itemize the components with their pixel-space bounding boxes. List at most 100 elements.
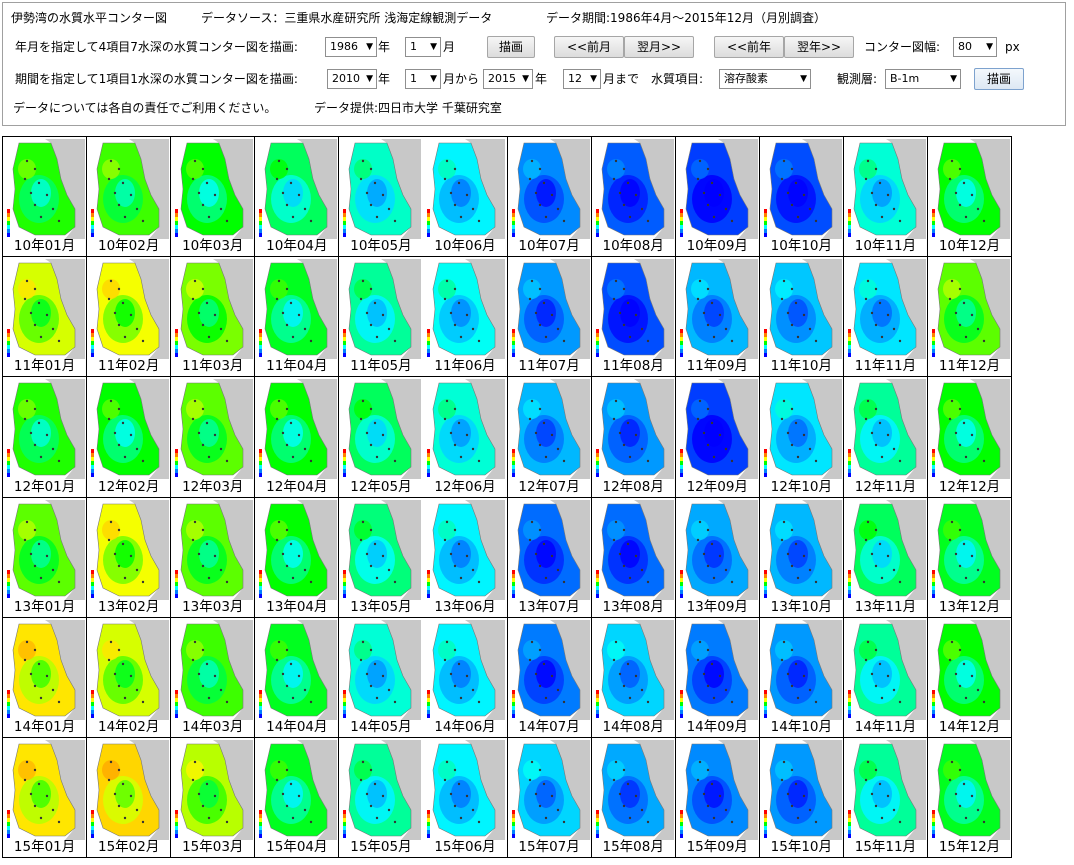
contour-width-select[interactable]: 80 ▼ xyxy=(953,37,997,57)
contour-map-cell: 13年05月 xyxy=(339,497,424,618)
map-caption: 10年09月 xyxy=(686,238,748,255)
contour-map xyxy=(679,259,758,360)
period-label: 期間を指定して1項目1水深の水質コンター図を描画: xyxy=(15,72,298,86)
water-quality-item-select[interactable]: 溶存酸素 ▼ xyxy=(719,69,811,89)
map-caption: 13年01月 xyxy=(13,598,76,615)
chevron-down-icon: ▼ xyxy=(366,42,373,52)
map-caption: 10年03月 xyxy=(182,238,244,255)
contour-map xyxy=(7,379,85,480)
map-caption: 14年02月 xyxy=(97,718,160,735)
contour-map xyxy=(259,259,338,360)
observation-layer-select[interactable]: B-1m ▼ xyxy=(885,69,961,89)
contour-map xyxy=(511,619,590,720)
period-draw-button[interactable]: 描画 xyxy=(974,68,1024,90)
map-caption: 13年12月 xyxy=(938,598,1001,615)
single-month-label: 年月を指定して4項目7水深の水質コンター図を描画: xyxy=(15,40,298,54)
year-select[interactable]: 1986 ▼ xyxy=(325,37,377,57)
contour-map-cell: 12年03月 xyxy=(171,377,256,498)
map-caption: 15年06月 xyxy=(434,839,496,856)
contour-map-cell: 10年03月 xyxy=(171,137,256,258)
map-caption: 12年05月 xyxy=(350,478,412,495)
map-caption: 10年06月 xyxy=(434,238,496,255)
contour-map xyxy=(427,499,506,600)
contour-map xyxy=(763,139,842,239)
map-caption: 10年02月 xyxy=(97,238,160,255)
map-caption: 15年01月 xyxy=(13,839,76,856)
contour-map xyxy=(175,619,254,720)
map-caption: 15年07月 xyxy=(518,839,580,856)
prev-year-button[interactable]: <<前年 xyxy=(714,36,784,58)
contour-map-cell: 12年06月 xyxy=(423,377,508,498)
contour-map-cell: 13年03月 xyxy=(171,497,256,618)
chevron-down-icon: ▼ xyxy=(986,42,993,52)
prev-month-button[interactable]: <<前月 xyxy=(554,36,624,58)
contour-map xyxy=(679,499,758,600)
map-caption: 12年08月 xyxy=(602,478,664,495)
map-caption: 15年05月 xyxy=(350,839,412,856)
contour-map xyxy=(763,259,842,360)
map-caption: 11年02月 xyxy=(97,358,160,375)
contour-map-cell: 15年12月 xyxy=(927,737,1013,859)
contour-map xyxy=(427,379,506,480)
next-year-button[interactable]: 翌年>> xyxy=(784,36,854,58)
to-year-select[interactable]: 2015 ▼ xyxy=(483,69,533,89)
contour-map-cell: 13年07月 xyxy=(507,497,592,618)
contour-map-cell: 11年09月 xyxy=(675,257,760,378)
map-caption: 12年11月 xyxy=(854,478,917,495)
contour-map-cell: 12年12月 xyxy=(927,377,1013,498)
contour-map xyxy=(91,379,170,480)
contour-map-cell: 10年09月 xyxy=(675,137,760,258)
from-month-select[interactable]: 1 ▼ xyxy=(405,69,441,89)
contour-map xyxy=(175,739,254,840)
draw-button[interactable]: 描画 xyxy=(487,36,535,58)
contour-map-cell: 11年04月 xyxy=(255,257,340,378)
contour-map xyxy=(259,379,338,480)
contour-map-cell: 13年09月 xyxy=(675,497,760,618)
map-caption: 13年06月 xyxy=(434,598,496,615)
contour-map-cell: 14年12月 xyxy=(927,617,1013,738)
contour-map xyxy=(259,739,338,840)
map-caption: 14年05月 xyxy=(350,718,412,735)
contour-map-cell: 14年11月 xyxy=(843,617,929,738)
page-title: 伊勢湾の水質水平コンター図 xyxy=(11,11,168,25)
from-year-select[interactable]: 2010 ▼ xyxy=(327,69,377,89)
data-provider: データ提供:四日市大学 千葉研究室 xyxy=(314,101,502,115)
contour-map-cell: 10年12月 xyxy=(927,137,1013,258)
chevron-down-icon: ▼ xyxy=(430,42,437,52)
contour-map xyxy=(91,739,170,840)
contour-map-cell: 14年10月 xyxy=(759,617,844,738)
contour-map xyxy=(343,619,422,720)
contour-map-cell: 11年03月 xyxy=(171,257,256,378)
contour-map-cell: 11年12月 xyxy=(927,257,1013,378)
contour-map-cell: 10年02月 xyxy=(87,137,172,258)
contour-map xyxy=(175,139,254,239)
contour-map-cell: 14年07月 xyxy=(507,617,592,738)
map-caption: 12年09月 xyxy=(686,478,748,495)
contour-map-cell: 13年11月 xyxy=(843,497,929,618)
map-caption: 11年01月 xyxy=(13,358,76,375)
contour-map-cell: 15年07月 xyxy=(507,737,592,859)
contour-map-cell: 11年02月 xyxy=(87,257,172,378)
contour-map xyxy=(259,619,338,720)
map-caption: 11年07月 xyxy=(518,358,580,375)
contour-map-cell: 10年07月 xyxy=(507,137,592,258)
contour-map-cell: 14年06月 xyxy=(423,617,508,738)
next-month-button[interactable]: 翌月>> xyxy=(624,36,694,58)
map-caption: 15年11月 xyxy=(854,839,917,856)
contour-map xyxy=(511,259,590,360)
month-select[interactable]: 1 ▼ xyxy=(405,37,441,57)
contour-map-cell: 12年05月 xyxy=(339,377,424,498)
contour-map-cell: 14年01月 xyxy=(3,617,88,738)
contour-map-cell: 10年04月 xyxy=(255,137,340,258)
map-caption: 10年01月 xyxy=(13,238,76,255)
chevron-down-icon: ▼ xyxy=(590,74,597,84)
contour-map xyxy=(763,619,842,720)
to-month-select[interactable]: 12 ▼ xyxy=(563,69,601,89)
map-caption: 13年02月 xyxy=(97,598,160,615)
contour-map-cell: 15年02月 xyxy=(87,737,172,859)
contour-map-cell: 15年11月 xyxy=(843,737,929,859)
contour-map-cell: 10年08月 xyxy=(591,137,676,258)
contour-map-cell: 12年09月 xyxy=(675,377,760,498)
to-month-suffix: 月まで xyxy=(603,72,640,86)
contour-map-cell: 11年07月 xyxy=(507,257,592,378)
